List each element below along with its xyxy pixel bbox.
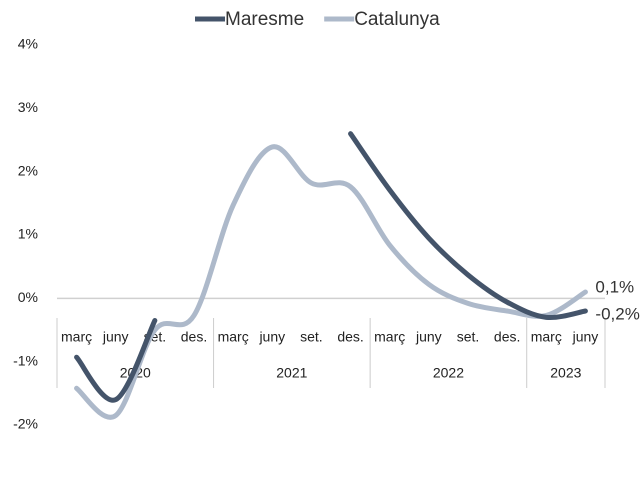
y-tick-label: -2% [13, 416, 38, 432]
x-group-label: 2021 [276, 365, 307, 381]
y-tick-label: 1% [18, 226, 38, 242]
y-tick-label: -1% [13, 352, 38, 368]
data-label: 0,1% [595, 277, 634, 296]
y-tick-label: 2% [18, 162, 38, 178]
legend-label: Maresme [225, 9, 304, 30]
x-tick-label: set. [300, 329, 323, 345]
series-line [74, 131, 588, 403]
data-label: -0,2% [595, 304, 639, 323]
x-tick-label: juny [415, 329, 442, 345]
x-tick-label: març [531, 329, 562, 345]
x-tick-label: juny [572, 329, 599, 345]
y-tick-label: 4% [18, 36, 38, 52]
x-tick-label: març [218, 329, 249, 345]
x-group-label: 2022 [433, 365, 464, 381]
x-tick-label: juny [102, 329, 129, 345]
x-tick-label: març [61, 329, 92, 345]
y-tick-label: 0% [18, 289, 38, 305]
series-line [74, 144, 588, 420]
y-tick-label: 3% [18, 99, 38, 115]
x-tick-label: des. [181, 329, 207, 345]
x-tick-label: març [374, 329, 405, 345]
legend-label: Catalunya [354, 9, 440, 30]
x-group-label: 2023 [550, 365, 581, 381]
x-tick-label: juny [258, 329, 285, 345]
x-tick-label: des. [494, 329, 520, 345]
x-tick-label: des. [337, 329, 363, 345]
x-tick-label: set. [457, 329, 480, 345]
